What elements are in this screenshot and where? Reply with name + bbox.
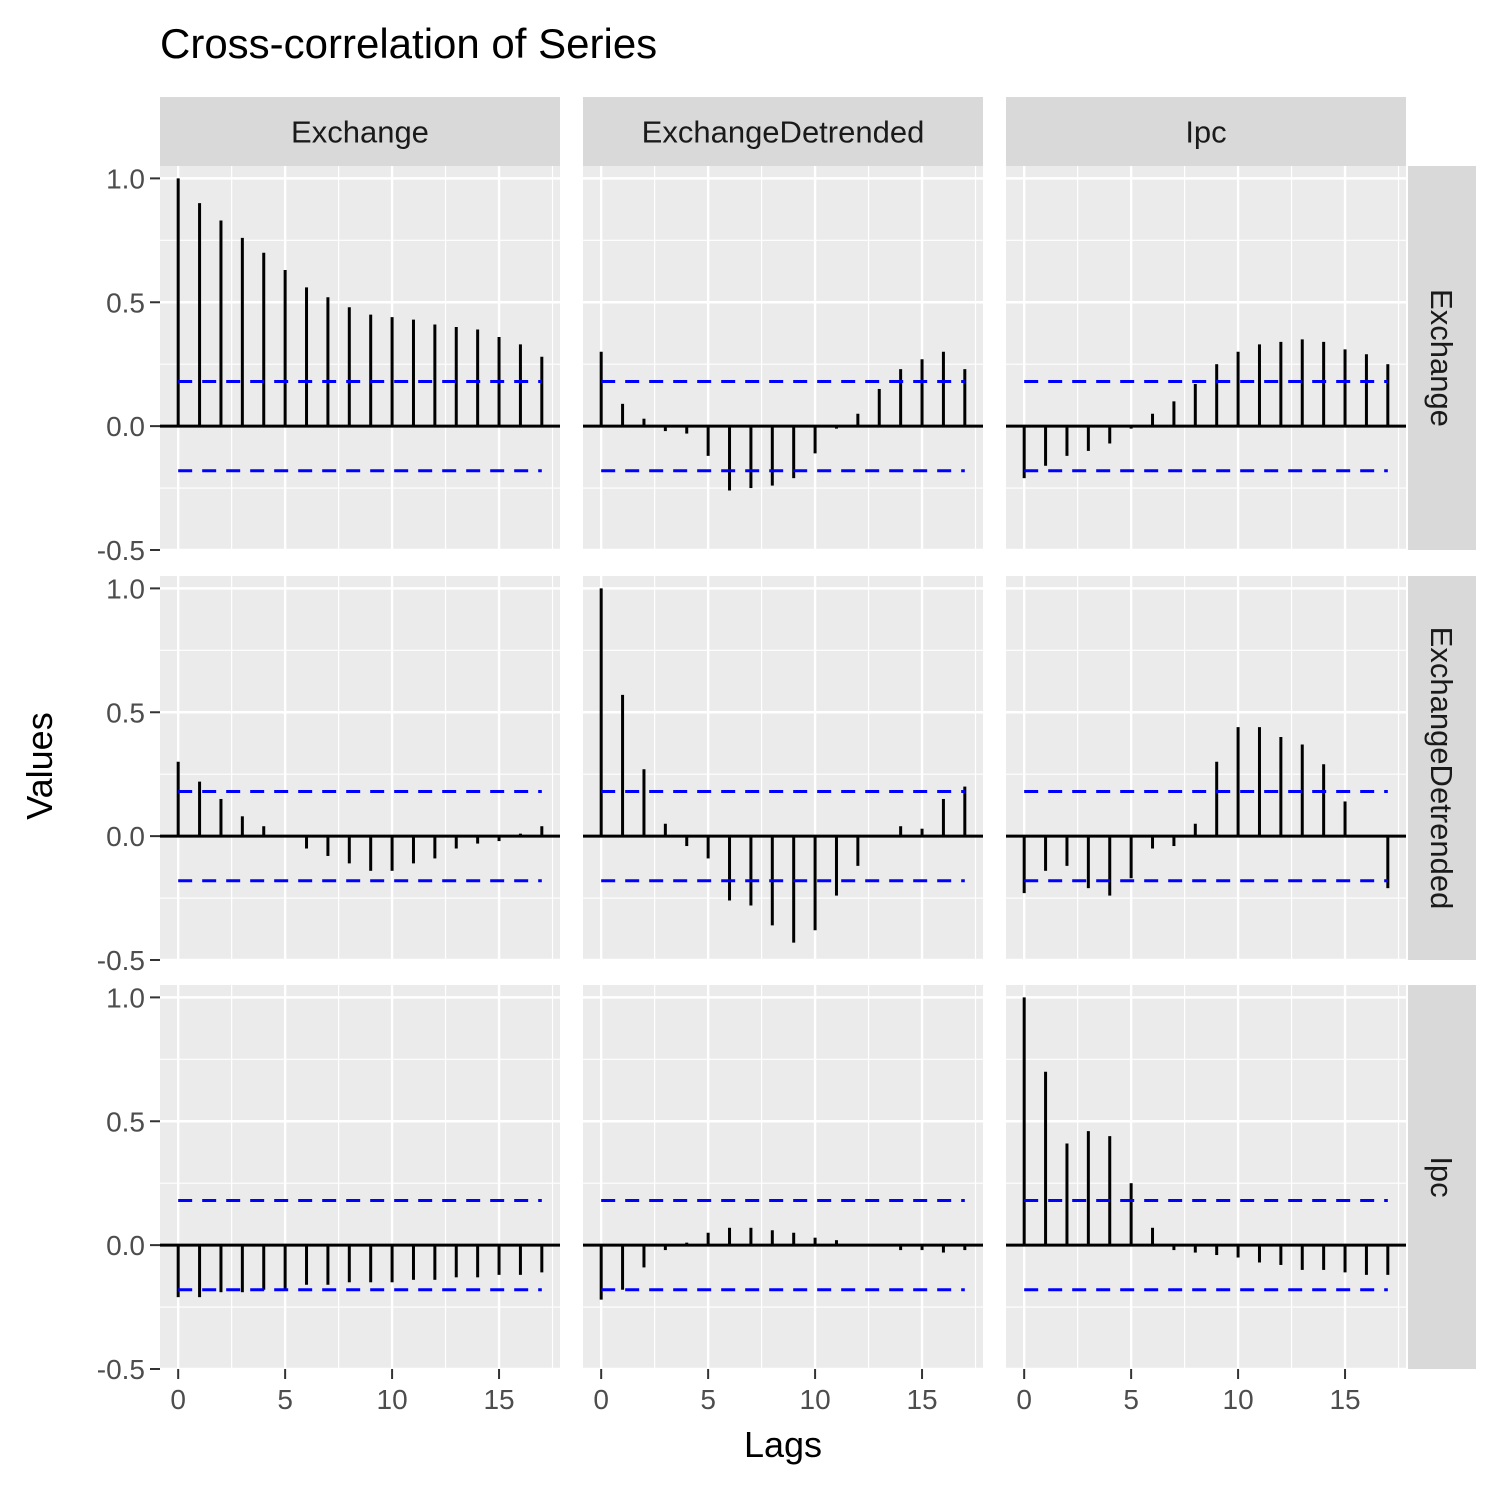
panel-background — [1006, 166, 1406, 550]
facet-strip-row — [1408, 985, 1476, 1369]
x-tick-label: 0 — [170, 1384, 186, 1415]
y-tick-label: 1.0 — [106, 573, 145, 604]
panel-background — [1006, 576, 1406, 960]
facet-strip-column-label: ExchangeDetrended — [642, 115, 925, 150]
y-tick-label: 0.5 — [106, 1106, 145, 1137]
facet-strip-row-label: ExchangeDetrended — [1424, 627, 1459, 910]
x-tick-label: 5 — [700, 1384, 716, 1415]
x-tick-label: 5 — [1123, 1384, 1139, 1415]
y-tick-label: 0.0 — [106, 1230, 145, 1261]
x-tick-label: 10 — [377, 1384, 408, 1415]
y-tick-label: -0.5 — [97, 945, 145, 976]
x-tick-label: 5 — [277, 1384, 293, 1415]
x-tick-label: 0 — [1016, 1384, 1032, 1415]
facet-strip-column-label: Ipc — [1185, 115, 1226, 150]
facet-strip-column-label: Exchange — [291, 115, 429, 150]
facet-strip-row — [1408, 166, 1476, 550]
panel-background — [160, 166, 560, 550]
chart-title: Cross-correlation of Series — [160, 20, 658, 67]
panel-background — [160, 985, 560, 1369]
x-axis-label: Lags — [743, 1424, 823, 1465]
facet-strip-column — [1006, 97, 1406, 166]
facet-strip-row-label: Ipc — [1424, 1156, 1459, 1197]
facet-strip-column — [583, 97, 983, 166]
x-tick-label: 15 — [1329, 1384, 1360, 1415]
y-tick-label: 0.5 — [106, 287, 145, 318]
panel-background — [1006, 985, 1406, 1369]
y-tick-label: 0.0 — [106, 821, 145, 852]
facet-strip-row — [1408, 576, 1476, 960]
y-tick-label: 0.5 — [106, 697, 145, 728]
y-tick-label: -0.5 — [97, 1354, 145, 1385]
y-tick-label: 1.0 — [106, 163, 145, 194]
panel-background — [583, 166, 983, 550]
y-tick-label: -0.5 — [97, 535, 145, 566]
x-tick-label: 0 — [593, 1384, 609, 1415]
panel-background — [583, 576, 983, 960]
facet-strip-column — [160, 97, 560, 166]
panel-background — [160, 576, 560, 960]
x-tick-label: 15 — [483, 1384, 514, 1415]
panel-background — [583, 985, 983, 1369]
x-tick-label: 15 — [906, 1384, 937, 1415]
x-tick-label: 10 — [800, 1384, 831, 1415]
y-tick-label: 0.0 — [106, 411, 145, 442]
facet-strip-row-label: Exchange — [1424, 289, 1459, 427]
y-tick-label: 1.0 — [106, 982, 145, 1013]
x-tick-label: 10 — [1223, 1384, 1254, 1415]
